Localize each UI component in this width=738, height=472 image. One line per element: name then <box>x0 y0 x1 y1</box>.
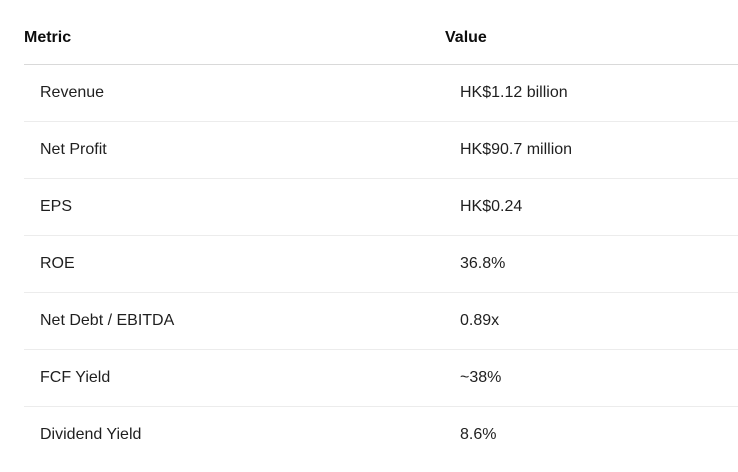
value-cell: HK$1.12 billion <box>460 84 568 101</box>
table-row: Revenue HK$1.12 billion <box>24 65 738 122</box>
metrics-table: Metric Value Revenue HK$1.12 billion Net… <box>24 12 738 463</box>
table-header-row: Metric Value <box>24 12 738 65</box>
metric-cell: ROE <box>40 255 75 272</box>
header-metric: Metric <box>24 29 72 46</box>
value-cell: ~38% <box>460 369 502 386</box>
table-row: Net Profit HK$90.7 million <box>24 122 738 179</box>
metric-cell: Revenue <box>40 84 105 101</box>
table-row: ROE 36.8% <box>24 236 738 293</box>
table-row: FCF Yield ~38% <box>24 350 738 407</box>
value-cell: 36.8% <box>460 255 506 272</box>
table-row: EPS HK$0.24 <box>24 179 738 236</box>
metric-cell: Net Debt / EBITDA <box>40 312 175 329</box>
table-row: Net Debt / EBITDA 0.89x <box>24 293 738 350</box>
metric-cell: Dividend Yield <box>40 426 142 443</box>
metric-cell: Net Profit <box>40 141 107 158</box>
value-cell: HK$0.24 <box>460 198 523 215</box>
table-row: Dividend Yield 8.6% <box>24 407 738 463</box>
value-cell: 0.89x <box>460 312 500 329</box>
metric-cell: FCF Yield <box>40 369 111 386</box>
metric-cell: EPS <box>40 198 73 215</box>
value-cell: HK$90.7 million <box>460 141 573 158</box>
value-cell: 8.6% <box>460 426 497 443</box>
header-value: Value <box>445 29 487 46</box>
